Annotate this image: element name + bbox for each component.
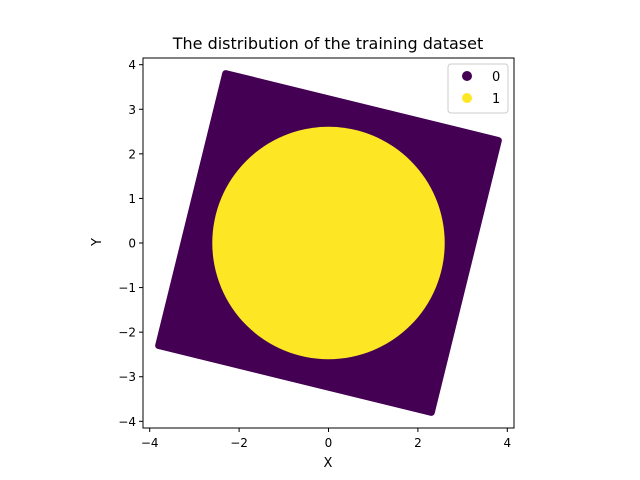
- x-tick-label: 0: [325, 436, 333, 450]
- y-tick-label: −3: [118, 370, 136, 384]
- class-1-region: [212, 126, 445, 360]
- legend-marker-1: [462, 93, 472, 103]
- x-tick-label: 2: [414, 436, 422, 450]
- y-tick-label: −4: [118, 415, 136, 429]
- x-axis-label: X: [324, 456, 333, 471]
- x-axis: −4 −2 0 2 4: [141, 428, 511, 450]
- y-tick-label: 2: [128, 147, 136, 161]
- y-tick-label: −2: [118, 326, 136, 340]
- legend-label-1: 1: [492, 92, 500, 107]
- legend: 01: [447, 63, 509, 114]
- y-axis-label: Y: [90, 238, 105, 247]
- x-tick-label: −4: [141, 436, 159, 450]
- legend-marker-0: [462, 71, 472, 81]
- x-tick-label: 4: [503, 436, 511, 450]
- legend-label-0: 0: [492, 70, 500, 85]
- y-tick-label: −1: [118, 281, 136, 295]
- y-tick-label: 4: [128, 58, 136, 72]
- y-tick-label: 1: [128, 192, 136, 206]
- chart-title: The distribution of the training dataset: [172, 34, 484, 53]
- y-axis: −4 −3 −2 −1 0 1 2 3 4: [118, 58, 143, 429]
- y-tick-label: 3: [128, 103, 136, 117]
- y-tick-label: 0: [128, 237, 136, 251]
- x-tick-label: −2: [230, 436, 248, 450]
